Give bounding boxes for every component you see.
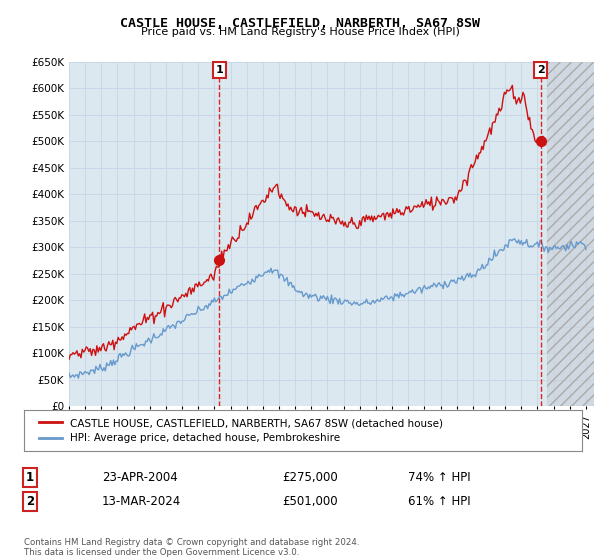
Text: 61% ↑ HPI: 61% ↑ HPI <box>408 494 470 508</box>
Text: 13-MAR-2024: 13-MAR-2024 <box>102 494 181 508</box>
Text: 1: 1 <box>26 470 34 484</box>
Text: £501,000: £501,000 <box>282 494 338 508</box>
Bar <box>547 62 594 406</box>
Legend: CASTLE HOUSE, CASTLEFIELD, NARBERTH, SA67 8SW (detached house), HPI: Average pri: CASTLE HOUSE, CASTLEFIELD, NARBERTH, SA6… <box>35 414 448 447</box>
Text: 23-APR-2004: 23-APR-2004 <box>102 470 178 484</box>
Text: 2: 2 <box>537 65 545 75</box>
Text: Price paid vs. HM Land Registry's House Price Index (HPI): Price paid vs. HM Land Registry's House … <box>140 27 460 37</box>
Text: Contains HM Land Registry data © Crown copyright and database right 2024.
This d: Contains HM Land Registry data © Crown c… <box>24 538 359 557</box>
Text: 1: 1 <box>215 65 223 75</box>
Text: 2: 2 <box>26 494 34 508</box>
Bar <box>547 62 594 406</box>
Text: 74% ↑ HPI: 74% ↑ HPI <box>408 470 470 484</box>
Text: CASTLE HOUSE, CASTLEFIELD, NARBERTH, SA67 8SW: CASTLE HOUSE, CASTLEFIELD, NARBERTH, SA6… <box>120 17 480 30</box>
Text: £275,000: £275,000 <box>282 470 338 484</box>
